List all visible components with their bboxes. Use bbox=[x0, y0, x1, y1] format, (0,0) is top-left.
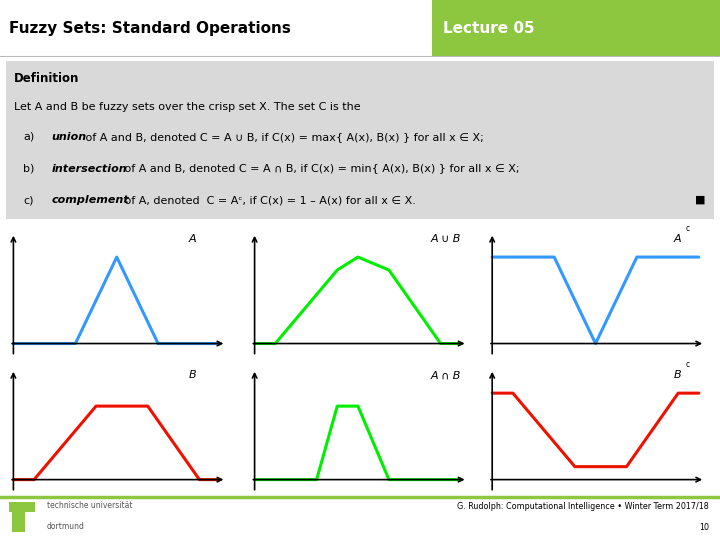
Text: ■: ■ bbox=[696, 195, 706, 205]
Text: of A and B, denoted C = A ∪ B, if C(x) = max{ A(x), B(x) } for all x ∈ X;: of A and B, denoted C = A ∪ B, if C(x) =… bbox=[82, 132, 484, 142]
Text: G. Rudolph: Computational Intelligence • Winter Term 2017/18: G. Rudolph: Computational Intelligence •… bbox=[457, 502, 709, 511]
Text: c: c bbox=[685, 224, 690, 233]
Text: union: union bbox=[52, 132, 87, 142]
Text: c: c bbox=[685, 360, 690, 369]
Text: c): c) bbox=[24, 195, 34, 205]
Bar bbox=[432, 0, 720, 57]
Text: of A, denoted  C = Aᶜ, if C(x) = 1 – A(x) for all x ∈ X.: of A, denoted C = Aᶜ, if C(x) = 1 – A(x)… bbox=[120, 195, 415, 205]
Bar bbox=[12, 509, 25, 532]
Text: a): a) bbox=[24, 132, 35, 142]
Text: Lecture 05: Lecture 05 bbox=[443, 21, 534, 36]
Bar bbox=[9, 502, 35, 512]
Text: Definition: Definition bbox=[14, 72, 80, 85]
Text: A ∪ B: A ∪ B bbox=[431, 234, 461, 244]
Text: A: A bbox=[189, 234, 197, 244]
Text: dortmund: dortmund bbox=[47, 522, 85, 531]
Text: Let A and B be fuzzy sets over the crisp set X. The set C is the: Let A and B be fuzzy sets over the crisp… bbox=[14, 102, 361, 112]
Text: intersection: intersection bbox=[52, 164, 127, 173]
Text: technische universität: technische universität bbox=[47, 501, 132, 510]
Text: b): b) bbox=[24, 164, 35, 173]
Text: Fuzzy Sets: Standard Operations: Fuzzy Sets: Standard Operations bbox=[9, 21, 291, 36]
Text: of A and B, denoted C = A ∩ B, if C(x) = min{ A(x), B(x) } for all x ∈ X;: of A and B, denoted C = A ∩ B, if C(x) =… bbox=[120, 164, 519, 173]
Text: B: B bbox=[674, 370, 682, 380]
Text: A: A bbox=[674, 234, 682, 244]
Text: 10: 10 bbox=[699, 523, 709, 532]
Text: complement: complement bbox=[52, 195, 130, 205]
Text: A ∩ B: A ∩ B bbox=[431, 370, 461, 380]
Bar bbox=[0, 0, 432, 57]
Text: B: B bbox=[189, 370, 197, 380]
